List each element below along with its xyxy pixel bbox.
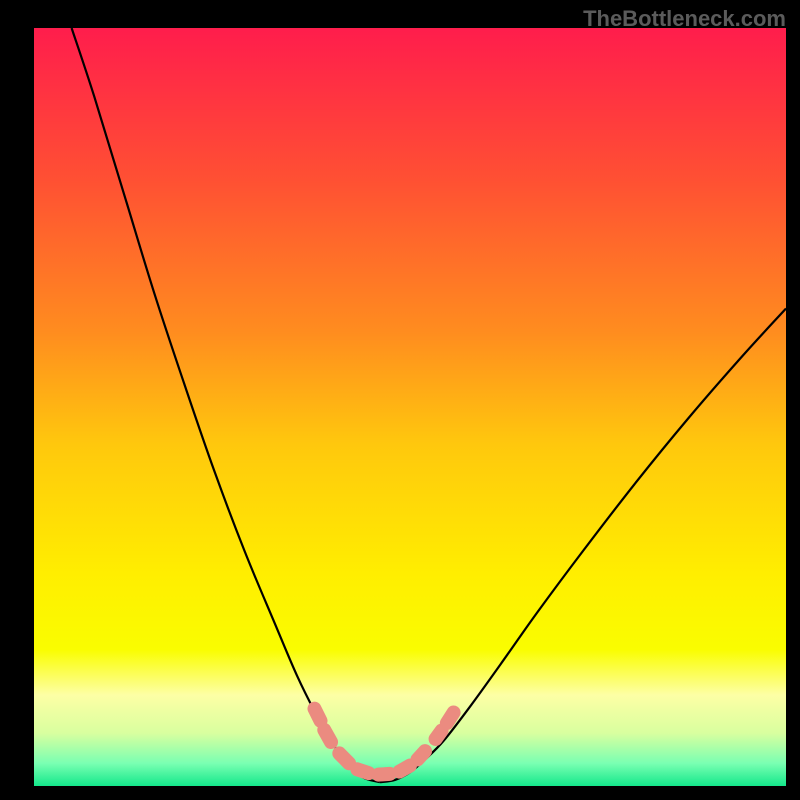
dash-segment: [357, 769, 368, 773]
plot-area: [34, 28, 786, 786]
dash-segment: [447, 712, 454, 723]
dash-segment: [339, 753, 349, 763]
dash-segment: [314, 709, 320, 721]
chart-frame: TheBottleneck.com: [0, 0, 800, 800]
plot-svg: [34, 28, 786, 786]
dash-segment: [378, 774, 389, 775]
dash-segment: [324, 730, 331, 742]
dash-segment: [418, 751, 426, 759]
dash-segment: [399, 766, 410, 772]
watermark-text: TheBottleneck.com: [583, 6, 786, 32]
dash-segment: [436, 731, 442, 739]
gradient-background: [34, 28, 786, 786]
